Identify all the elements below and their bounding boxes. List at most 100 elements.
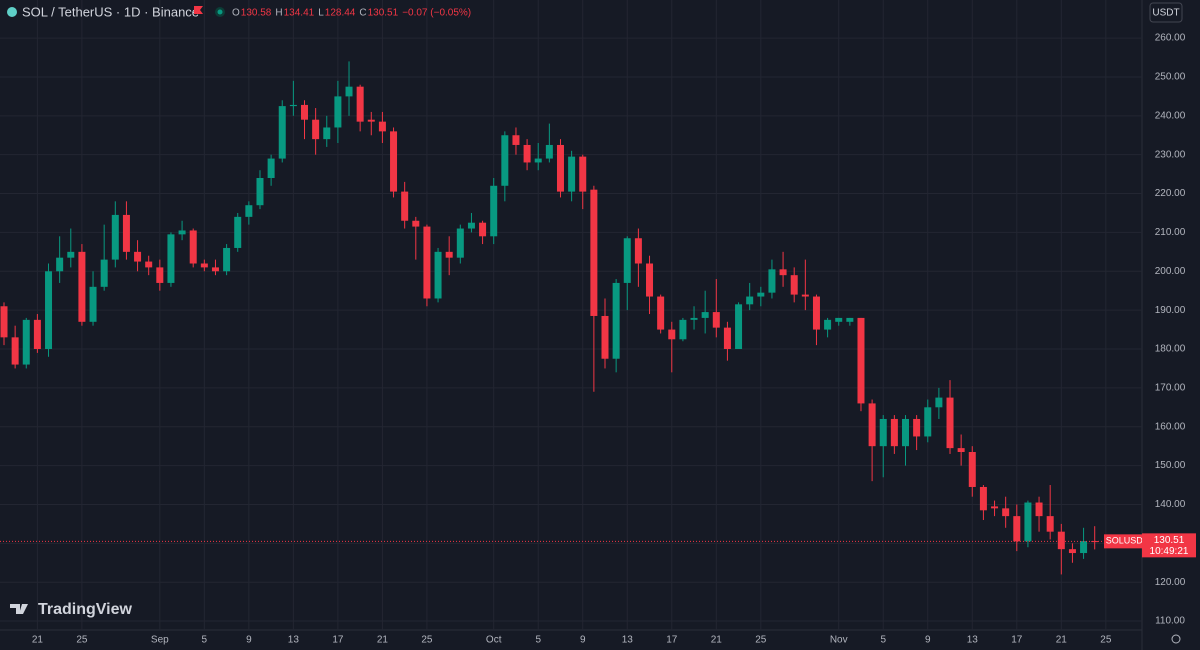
x-tick-label: 5 <box>880 635 886 646</box>
candle-body <box>935 397 943 408</box>
candle-body <box>768 269 776 293</box>
candle-body <box>78 251 86 322</box>
y-tick-label: 160.00 <box>1155 421 1186 432</box>
x-tick-label: Sep <box>151 635 169 646</box>
candle-body <box>111 214 119 260</box>
y-tick-label: 200.00 <box>1155 266 1186 277</box>
y-tick-label: 220.00 <box>1155 188 1186 199</box>
candle-body <box>657 296 665 330</box>
currency-button[interactable] <box>1149 2 1183 23</box>
candle-body <box>256 178 264 206</box>
change-text: −0.07 (−0.05%) <box>402 8 471 19</box>
ohlc-value: 130.58 <box>241 8 272 19</box>
candle-body <box>1035 502 1043 517</box>
candle-body <box>234 216 242 248</box>
candle-body <box>746 296 754 305</box>
ohlc-value: 130.51 <box>368 8 399 19</box>
candle-body <box>924 407 932 437</box>
x-tick-label: 9 <box>246 635 252 646</box>
candle-body <box>423 226 431 299</box>
candle-body <box>479 222 487 237</box>
candle-body <box>245 205 253 217</box>
y-tick-label: 170.00 <box>1155 383 1186 394</box>
candle-body <box>223 247 231 272</box>
candles <box>0 61 1099 575</box>
status-dot <box>217 9 223 15</box>
candle-body <box>122 214 130 252</box>
y-tick-label: 180.00 <box>1155 344 1186 355</box>
x-tick-label: 21 <box>1056 635 1068 646</box>
y-tick-label: 120.00 <box>1155 577 1186 588</box>
flag-icon[interactable] <box>194 6 203 14</box>
ohlc-value: 128.44 <box>325 8 356 19</box>
candle-body <box>779 269 787 276</box>
candle-body <box>890 418 898 447</box>
x-tick-label: 13 <box>967 635 979 646</box>
y-tick-label: 140.00 <box>1155 499 1186 510</box>
candle-body <box>445 251 453 258</box>
candle-body <box>45 271 53 350</box>
candle-body <box>556 144 564 192</box>
candle-body <box>1002 508 1010 517</box>
ohlc-letter: C <box>359 8 366 19</box>
candle-body <box>267 158 275 179</box>
currency-label: USDT <box>1152 8 1179 19</box>
candle-body <box>757 292 765 297</box>
settings-icon[interactable] <box>1171 634 1181 644</box>
symbol-tag <box>1104 534 1150 549</box>
x-tick-label: 17 <box>1011 635 1023 646</box>
candle-body <box>145 261 153 268</box>
x-tick-label: 5 <box>202 635 208 646</box>
symbol-icon <box>7 7 17 17</box>
candle-body <box>879 418 887 447</box>
candle-body <box>723 327 731 350</box>
x-tick-label: 5 <box>535 635 541 646</box>
candle-body <box>946 397 954 449</box>
candle-body <box>189 230 197 264</box>
x-tick-label: 21 <box>32 635 44 646</box>
candle-body <box>634 238 642 264</box>
chart-title: SOL / TetherUS · 1D · Binance <box>22 4 199 19</box>
candle-body <box>56 257 64 272</box>
ohlc-letter: H <box>275 8 282 19</box>
candle-body <box>312 119 320 140</box>
candle-body <box>846 317 854 322</box>
candle-body <box>545 144 553 159</box>
candle-body <box>979 486 987 511</box>
x-tick-label: 13 <box>622 635 634 646</box>
candle-body <box>679 319 687 340</box>
candle-body <box>378 121 386 132</box>
y-tick-label: 110.00 <box>1155 616 1185 627</box>
candle-body <box>601 315 609 359</box>
candle-body <box>22 319 30 365</box>
candle-body <box>824 319 832 330</box>
y-tick-label: 150.00 <box>1155 460 1186 471</box>
candle-body <box>612 282 620 359</box>
candle-body <box>913 418 921 437</box>
candle-body <box>67 251 75 258</box>
symbol-tag-text: SOLUSDT <box>1106 536 1149 546</box>
x-tick-label: 25 <box>76 635 88 646</box>
candle-body <box>1091 541 1099 543</box>
candle-body <box>367 119 375 122</box>
candle-body <box>646 263 654 297</box>
candle-body <box>812 296 820 330</box>
candle-body <box>701 312 709 318</box>
candle-body <box>857 317 865 404</box>
candle-body <box>534 158 542 163</box>
candle-body <box>167 234 175 283</box>
candle-body <box>178 230 186 235</box>
last-price-text: 130.51 <box>1154 535 1185 546</box>
candle-body <box>289 104 297 107</box>
candle-body <box>11 337 19 365</box>
candle-body <box>901 418 909 447</box>
candle-body <box>668 329 676 340</box>
candle-body <box>1068 549 1076 554</box>
ohlc-letter: L <box>318 8 324 19</box>
candle-body <box>512 135 520 145</box>
y-tick-label: 250.00 <box>1155 72 1186 83</box>
x-tick-label: 9 <box>925 635 931 646</box>
